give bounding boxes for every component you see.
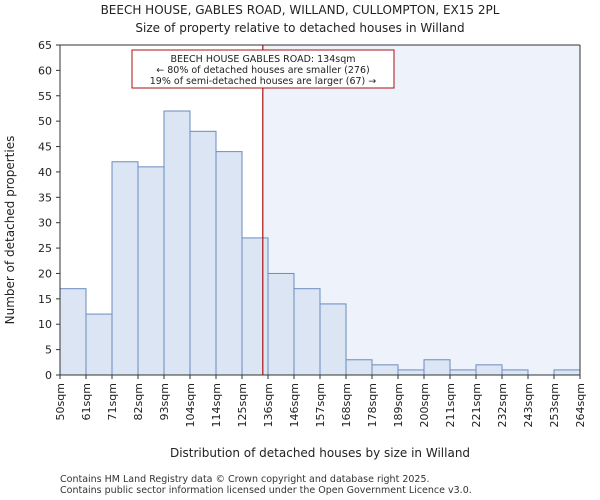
bar bbox=[319, 303, 347, 376]
x-tick-label: 146sqm bbox=[288, 383, 301, 427]
x-axis-label: Distribution of detached houses by size … bbox=[170, 446, 470, 460]
y-tick-label: 50 bbox=[38, 115, 52, 128]
x-tick-label: 243sqm bbox=[522, 383, 535, 427]
footer-line-1: Contains HM Land Registry data © Crown c… bbox=[60, 474, 430, 485]
y-tick-label: 5 bbox=[45, 344, 52, 357]
bar bbox=[345, 359, 373, 376]
chart-title: BEECH HOUSE, GABLES ROAD, WILLAND, CULLO… bbox=[101, 3, 500, 17]
y-tick-label: 35 bbox=[38, 191, 52, 204]
x-tick-label: 178sqm bbox=[366, 383, 379, 427]
y-tick-label: 40 bbox=[38, 166, 52, 179]
bar bbox=[449, 369, 477, 376]
bar bbox=[397, 369, 425, 376]
bar bbox=[59, 288, 87, 376]
x-tick-label: 93sqm bbox=[158, 383, 171, 420]
bar bbox=[267, 272, 295, 376]
annotation-line-3: 19% of semi-detached houses are larger (… bbox=[150, 76, 377, 87]
x-tick-label: 168sqm bbox=[340, 383, 353, 427]
x-tick-label: 264sqm bbox=[574, 383, 587, 427]
annotation-line-2: ← 80% of detached houses are smaller (27… bbox=[156, 65, 369, 76]
bar bbox=[85, 313, 113, 376]
x-tick-label: 114sqm bbox=[210, 383, 223, 427]
bar bbox=[241, 237, 269, 376]
bar bbox=[423, 359, 451, 376]
annotation-box bbox=[131, 49, 395, 89]
x-tick-label: 189sqm bbox=[392, 383, 405, 427]
bar bbox=[475, 364, 503, 376]
bar bbox=[111, 161, 139, 376]
bar bbox=[553, 369, 581, 376]
x-tick-label: 82sqm bbox=[132, 383, 145, 420]
x-tick-label: 71sqm bbox=[106, 383, 119, 420]
bar bbox=[293, 288, 321, 376]
y-tick-label: 30 bbox=[38, 217, 52, 230]
y-tick-label: 45 bbox=[38, 141, 52, 154]
bar bbox=[501, 369, 529, 376]
x-tick-label: 125sqm bbox=[236, 383, 249, 427]
footer-line-2: Contains public sector information licen… bbox=[60, 485, 472, 496]
x-tick-label: 211sqm bbox=[444, 383, 457, 427]
x-tick-label: 136sqm bbox=[262, 383, 275, 427]
x-tick-label: 232sqm bbox=[496, 383, 509, 427]
y-tick-label: 65 bbox=[38, 39, 52, 52]
bar bbox=[163, 110, 191, 376]
x-tick-label: 200sqm bbox=[418, 383, 431, 427]
y-tick-label: 25 bbox=[38, 242, 52, 255]
x-tick-label: 157sqm bbox=[314, 383, 327, 427]
chart-subtitle: Size of property relative to detached ho… bbox=[135, 21, 464, 35]
y-tick-label: 15 bbox=[38, 293, 52, 306]
bar bbox=[215, 151, 243, 376]
x-tick-label: 50sqm bbox=[54, 383, 67, 420]
y-tick-label: 10 bbox=[38, 318, 52, 331]
x-tick-label: 61sqm bbox=[80, 383, 93, 420]
bar bbox=[371, 364, 399, 376]
x-tick-label: 104sqm bbox=[184, 383, 197, 427]
x-tick-label: 253sqm bbox=[548, 383, 561, 427]
x-tick-label: 221sqm bbox=[470, 383, 483, 427]
annotation-line-1: BEECH HOUSE GABLES ROAD: 134sqm bbox=[171, 54, 356, 65]
bar bbox=[137, 166, 165, 376]
y-axis-label: Number of detached properties bbox=[3, 136, 17, 325]
y-tick-label: 55 bbox=[38, 90, 52, 103]
plot-area: 0 5 10 15 20 25 30 35 40 45 50 55 60 65 50sqm 61sqm 71sq… bbox=[38, 39, 587, 427]
bar bbox=[189, 130, 217, 376]
y-tick-label: 20 bbox=[38, 267, 52, 280]
y-tick-label: 0 bbox=[45, 369, 52, 382]
y-tick-label: 60 bbox=[38, 64, 52, 77]
